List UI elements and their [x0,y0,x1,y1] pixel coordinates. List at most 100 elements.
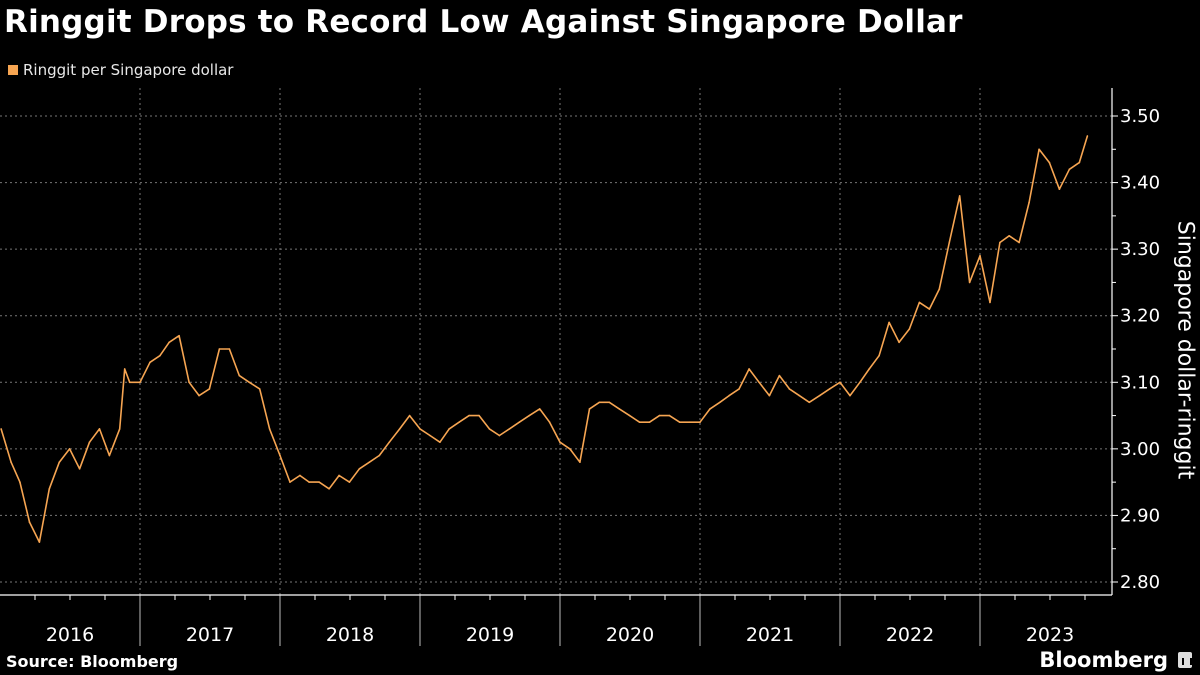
data-point [908,328,911,330]
data-point [918,301,921,304]
data-point [798,394,801,397]
data-point [598,401,601,404]
data-point [238,374,241,377]
data-point [38,541,41,543]
y-tick-label: 3.30 [1120,239,1160,260]
data-point [478,414,480,417]
data-point [638,421,641,424]
data-point [178,334,180,337]
y-tick-label: 2.80 [1120,572,1160,593]
data-point [1048,161,1051,164]
data-point [849,394,851,397]
data-point [358,468,361,470]
data-point [709,408,711,410]
data-point [888,321,890,324]
data-point [279,454,281,457]
data-point [328,488,330,490]
data-point [498,434,501,437]
data-point [468,414,470,417]
data-point [19,481,21,483]
data-point [828,388,831,390]
data-point [548,421,551,424]
data-point [808,401,811,404]
data-point [1068,168,1071,171]
data-point [408,414,411,417]
bloomberg-logo: Bloomberg [1039,648,1192,672]
data-point [958,195,961,197]
data-point [928,308,931,310]
y-axis-title: Singapore dollar-ringgit [1172,220,1198,480]
data-point [108,454,111,457]
data-point [289,481,291,483]
data-point [439,441,441,444]
data-point [48,488,51,490]
data-point [248,381,251,384]
y-tick-label: 3.20 [1120,306,1160,327]
data-point [569,448,571,450]
data-point [1058,188,1061,191]
data-point [78,468,81,470]
y-tick-label: 3.00 [1120,439,1160,460]
data-point [979,255,981,257]
x-tick-label: 2018 [326,624,374,646]
data-point [198,394,200,397]
data-point [738,388,740,390]
data-point [168,341,170,344]
data-point [10,461,12,463]
data-point [678,421,681,424]
data-point [508,428,511,430]
data-point [668,414,671,417]
data-point [1078,161,1081,164]
y-tick-label: 3.50 [1120,106,1160,127]
data-point [579,461,581,463]
data-point [868,368,870,370]
data-point [1018,241,1020,244]
data-point [528,414,531,417]
source-note: Source: Bloomberg [6,652,179,671]
data-point [318,481,320,483]
logo-text: Bloomberg [1039,648,1168,672]
data-point [268,428,271,430]
data-point [123,368,126,370]
data-point [68,448,71,450]
data-point [458,421,460,424]
data-point [429,434,431,437]
x-tick-label: 2023 [1026,624,1074,646]
data-point [228,348,231,350]
data-point [1028,201,1030,204]
data-point [149,361,151,364]
data-point [768,394,771,397]
data-point [1086,135,1089,137]
data-point [758,381,760,384]
data-point [388,441,391,444]
data-point [878,354,880,357]
data-point [628,414,631,417]
data-point [188,381,190,384]
data-point [518,421,521,424]
x-tick-label: 2022 [886,624,934,646]
data-point [1038,148,1040,151]
data-point [559,441,561,444]
data-point [658,414,661,417]
y-tick-label: 2.90 [1120,505,1160,526]
data-point [159,354,161,357]
data-point [748,368,750,370]
data-point [118,428,121,430]
data-point [588,408,591,410]
data-point [608,401,611,404]
data-point [308,481,310,483]
bloomberg-chart-icon [1178,652,1192,668]
data-point [98,428,101,430]
x-tick-label: 2021 [746,624,794,646]
data-point [968,281,971,284]
data-point [618,408,621,410]
x-tick-label: 2020 [606,624,654,646]
data-point [88,441,91,444]
legend-label: Ringgit per Singapore dollar [23,61,234,79]
legend: Ringgit per Singapore dollar [8,61,233,79]
legend-swatch [8,65,18,75]
data-point [1008,235,1010,237]
data-point [58,461,61,463]
x-tick-label: 2019 [466,624,514,646]
